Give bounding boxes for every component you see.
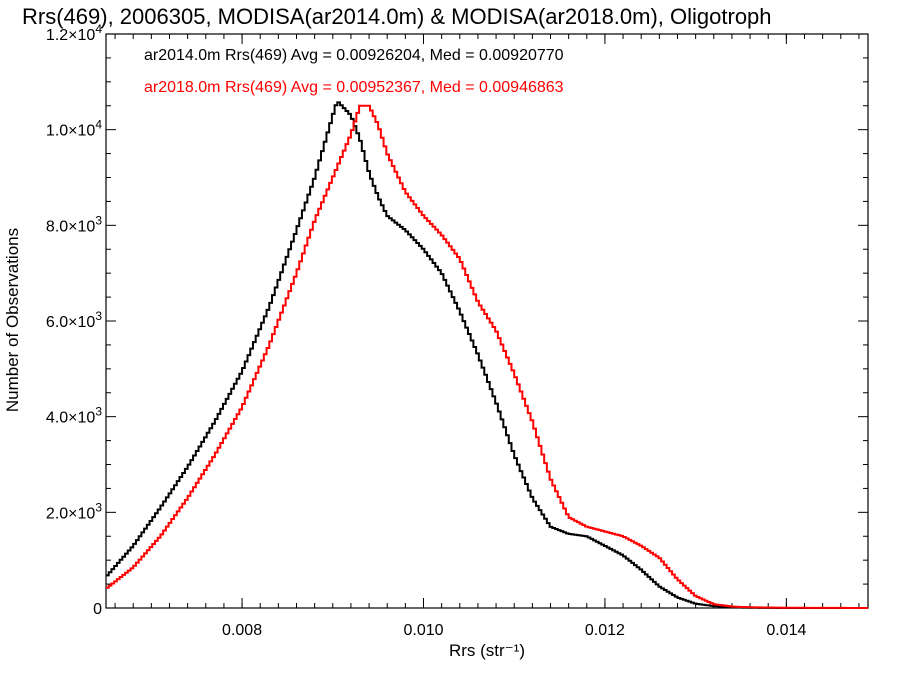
series-group bbox=[106, 101, 868, 609]
plot-frame bbox=[105, 33, 869, 609]
y-tick-label: 6.0×103 bbox=[46, 309, 102, 331]
y-tick-label: 4.0×103 bbox=[46, 405, 102, 427]
y-tick-label: 0 bbox=[93, 601, 102, 618]
y-tick-label: 2.0×103 bbox=[46, 500, 102, 522]
y-tick-label: 8.0×103 bbox=[46, 213, 102, 235]
y-tick-label: 1.0×104 bbox=[46, 118, 102, 140]
legend-entry-ar2014: ar2014.0m Rrs(469) Avg = 0.00926204, Med… bbox=[144, 47, 564, 64]
chart-title: Rrs(469), 2006305, MODISA(ar2014.0m) & M… bbox=[22, 4, 772, 29]
x-tick-label: 0.014 bbox=[766, 622, 806, 639]
legend-entry-ar2018: ar2018.0m Rrs(469) Avg = 0.00952367, Med… bbox=[144, 79, 564, 96]
x-tick-label: 0.008 bbox=[222, 622, 262, 639]
y-tick-label: 1.2×104 bbox=[46, 22, 102, 44]
series-line-ar2018.0m bbox=[106, 104, 868, 609]
x-axis-label: Rrs (str⁻¹) bbox=[449, 641, 525, 660]
series-line-ar2014.0m bbox=[106, 101, 868, 609]
x-tick-label: 0.010 bbox=[403, 622, 443, 639]
axis-ticks: 0.008 0.010 0.012 0.014 0 2.0×103 4.0×103 6.0×1… bbox=[46, 22, 868, 639]
y-axis-label: Number of Observations bbox=[3, 228, 22, 412]
x-tick-label: 0.012 bbox=[585, 622, 625, 639]
